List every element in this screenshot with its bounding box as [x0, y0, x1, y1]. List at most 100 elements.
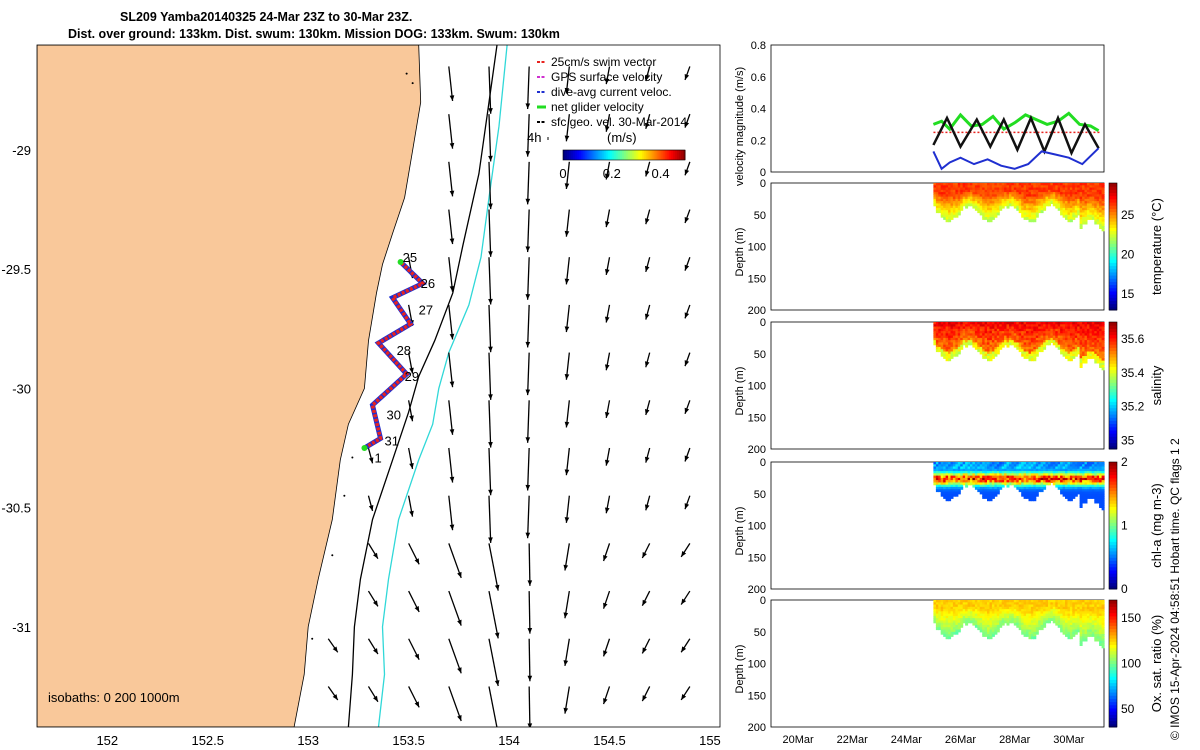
heatmap-cell [940, 609, 944, 612]
heatmap-cell [1057, 622, 1061, 626]
heatmap-cell [996, 475, 1000, 479]
heatmap-cell [1023, 337, 1027, 341]
heatmap-cell [943, 340, 947, 343]
heatmap-cell [1099, 613, 1103, 617]
heatmap-cell [960, 606, 964, 610]
heatmap-cell [1048, 609, 1051, 612]
heatmap-cell [987, 634, 990, 637]
heatmap-cell [957, 473, 961, 477]
heatmap-cell [1062, 484, 1066, 488]
heatmap-cell [1065, 486, 1068, 490]
heatmap-cell [974, 207, 978, 211]
heatmap-cell [960, 482, 964, 486]
heatmap-cell [982, 600, 986, 603]
heatmap-cell [989, 346, 993, 350]
heatmap-cell [940, 480, 944, 483]
heatmap-cell [1062, 198, 1066, 202]
heatmap-cell [1062, 185, 1066, 189]
heatmap-cell [1052, 477, 1056, 481]
heatmap-cell [994, 185, 998, 189]
heatmap-cell [1033, 328, 1037, 332]
heatmap-cell [1062, 618, 1066, 621]
heatmap-cell [965, 475, 969, 479]
heatmap-cell [1021, 618, 1025, 621]
heatmap-cell [1050, 196, 1054, 200]
heatmap-cell [1013, 187, 1017, 191]
heatmap-cell [940, 198, 944, 202]
heatmap-cell [1086, 484, 1090, 488]
heatmap-cell [1079, 203, 1083, 207]
heatmap-cell [940, 344, 944, 348]
heatmap-cell [943, 324, 947, 328]
colorbar-label: (m/s) [607, 130, 637, 145]
heatmap-cell [1082, 192, 1086, 195]
heatmap-cell [1094, 346, 1098, 350]
heatmap-cell [1101, 464, 1105, 468]
heatmap-cell [982, 606, 986, 610]
heatmap-cell [1055, 335, 1059, 339]
heatmap-cell [972, 324, 976, 328]
heatmap-cell [952, 192, 956, 195]
heatmap-cell [957, 194, 961, 198]
heatmap-cell [935, 187, 939, 191]
heatmap-cell [979, 613, 983, 617]
heatmap-cell [1077, 468, 1081, 472]
heatmap-cell [1062, 489, 1066, 493]
heatmap-cell [945, 324, 949, 328]
heatmap-cell [977, 480, 981, 483]
heatmap-cell [977, 328, 981, 332]
colorbar-cell [1109, 350, 1117, 355]
heatmap-cell [1016, 205, 1020, 209]
heatmap-cell [1040, 600, 1044, 603]
heatmap-cell [945, 631, 949, 635]
heatmap-cell [996, 198, 1000, 202]
heatmap-cell [935, 185, 939, 189]
heatmap-cell [1101, 634, 1105, 637]
heatmap-cell [977, 627, 981, 631]
heatmap-cell [950, 324, 954, 328]
colorbar-cell [1109, 723, 1117, 728]
heatmap-cell [952, 324, 956, 328]
heatmap-cell [1077, 464, 1081, 468]
heatmap-cell [1082, 638, 1086, 642]
heatmap-cell [962, 618, 966, 621]
heatmap-cell [1091, 468, 1095, 472]
heatmap-cell [1086, 322, 1090, 325]
heatmap-cell [1021, 477, 1025, 481]
heatmap-cell [991, 207, 995, 211]
heatmap-cell [1009, 482, 1012, 486]
heatmap-cell [1052, 618, 1056, 621]
heatmap-cell [1033, 192, 1037, 195]
heatmap-cell [948, 210, 952, 214]
heatmap-cell [1084, 356, 1088, 359]
heatmap-cell [950, 471, 954, 474]
heatmap-cell [1096, 198, 1100, 202]
heatmap-cell [1033, 194, 1037, 198]
heatmap-cell [991, 198, 995, 202]
heatmap-cell [996, 480, 1000, 483]
map-frame [36, 44, 721, 728]
heatmap-cell [1043, 340, 1047, 343]
heatmap-cell [1052, 609, 1056, 612]
colorbar-cell [1109, 576, 1117, 580]
heatmap-cell [1067, 491, 1071, 495]
heatmap-cell [1084, 337, 1088, 341]
heatmap-cell [1062, 346, 1066, 350]
heatmap-cell [989, 480, 993, 483]
colorbar-cell [680, 150, 684, 160]
heatmap-cell [1038, 613, 1042, 617]
heatmap-cell [1079, 643, 1083, 646]
heatmap-cell [1050, 613, 1054, 617]
heatmap-cell [974, 471, 978, 474]
heatmap-cell [987, 466, 990, 470]
heatmap-cell [948, 489, 952, 493]
heatmap-cell [950, 464, 954, 468]
velocity-arrow-head [681, 598, 687, 605]
heatmap-cell [1023, 207, 1027, 211]
heatmap-cell [1060, 622, 1064, 626]
colorbar-cell [1109, 609, 1117, 614]
heatmap-cell [987, 326, 990, 330]
heatmap-cell [1099, 606, 1103, 610]
heatmap-cell [1011, 335, 1015, 339]
heatmap-cell [965, 342, 969, 346]
